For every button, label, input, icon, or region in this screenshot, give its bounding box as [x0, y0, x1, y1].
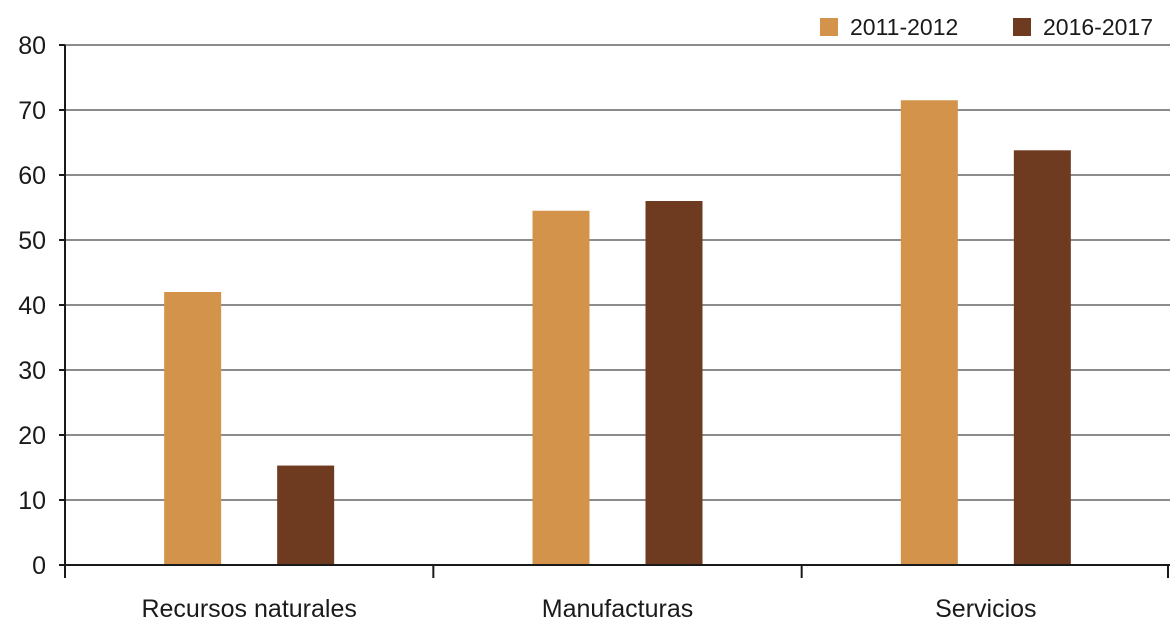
y-tick-label: 80: [18, 32, 46, 60]
y-tick-label: 20: [18, 422, 46, 450]
bar-2011-2012-manufacturas: [532, 210, 590, 565]
bar-2016-2017-recursos-naturales: [277, 465, 335, 565]
legend-swatch: [820, 18, 838, 36]
y-tick-label: 0: [32, 552, 46, 580]
legend-label: 2016-2017: [1043, 14, 1153, 40]
bar-2016-2017-manufacturas: [645, 201, 703, 565]
category-labels: Recursos naturales Manufacturas Servicios: [141, 595, 1036, 623]
y-tick-label: 70: [18, 97, 46, 125]
bar-2011-2012-servicios: [900, 100, 958, 565]
bars: [164, 100, 1071, 566]
category-label: Recursos naturales: [141, 595, 356, 621]
y-tick-labels: 0 10 20 30 40 50 60 70 80: [18, 32, 46, 580]
gridlines: [65, 44, 1170, 501]
bar-2011-2012-recursos-naturales: [164, 292, 222, 565]
category-label: Manufacturas: [542, 595, 693, 621]
y-tick-label: 60: [18, 162, 46, 190]
axes: [59, 44, 1170, 578]
y-tick-label: 10: [18, 487, 46, 515]
bar-2016-2017-servicios: [1013, 150, 1071, 566]
y-tick-label: 50: [18, 227, 46, 255]
y-tick-label: 30: [18, 357, 46, 385]
legend-label: 2011-2012: [850, 14, 958, 40]
y-tick-label: 40: [18, 292, 46, 320]
category-label: Servicios: [935, 595, 1036, 621]
legend-swatch: [1013, 18, 1031, 36]
legend: 2011-2012 2016-2017: [820, 14, 1153, 40]
